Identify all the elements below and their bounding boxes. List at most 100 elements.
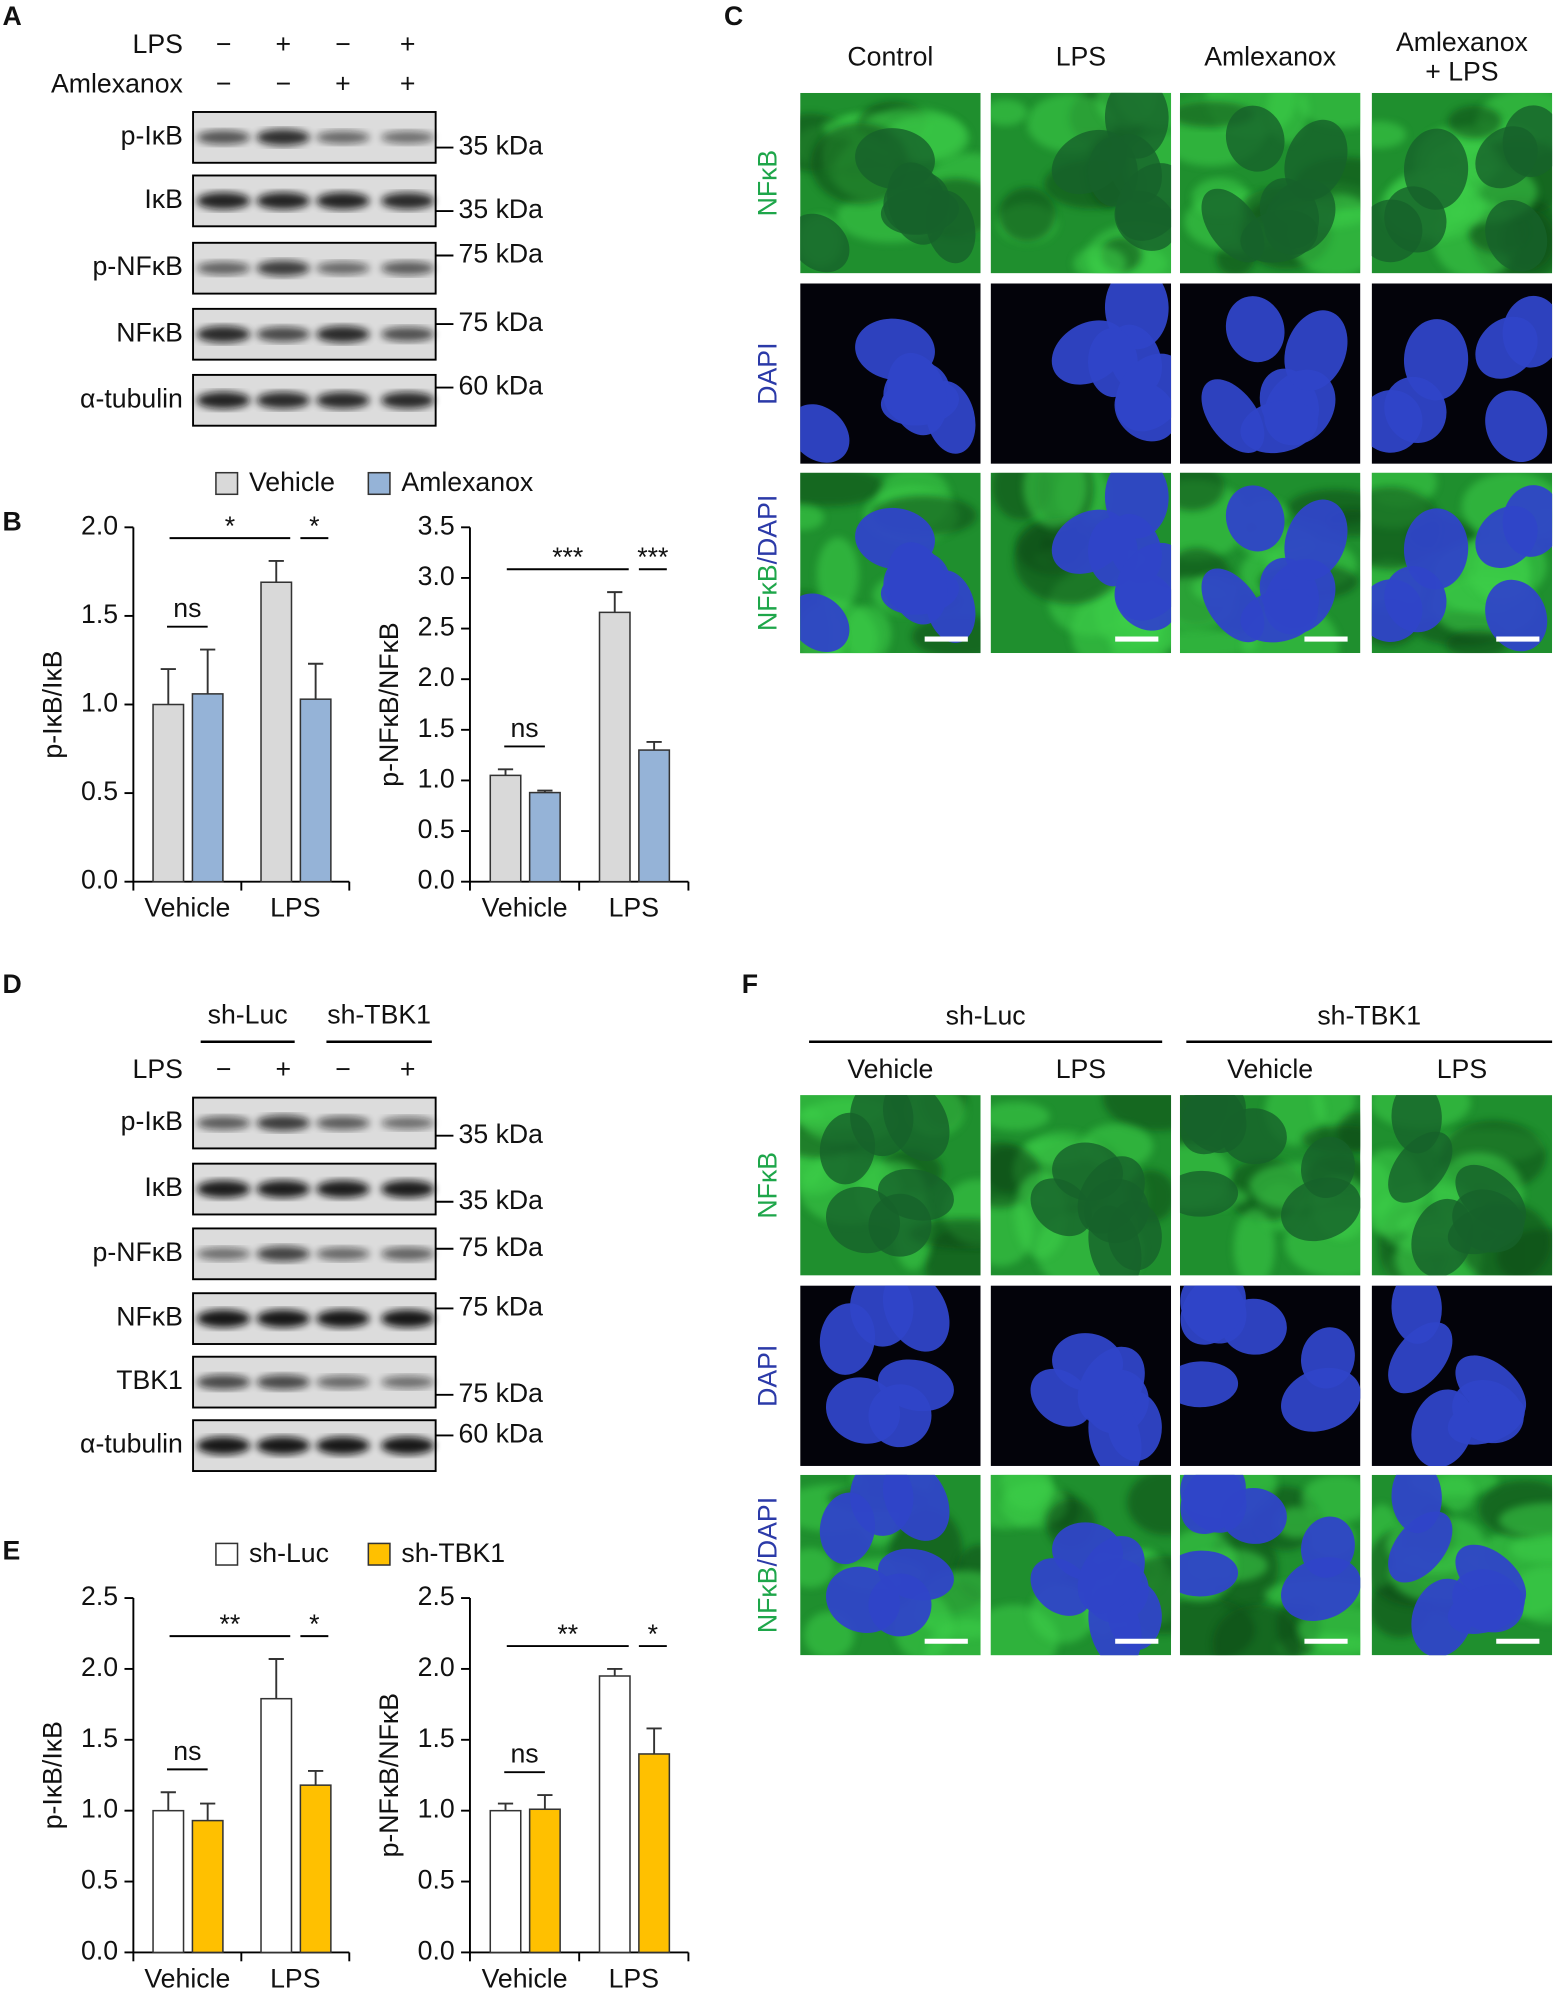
- nucleus: [1115, 542, 1172, 621]
- micrograph: [1179, 1285, 1361, 1466]
- marker-label: 75 kDa: [459, 1292, 544, 1322]
- y-tick-label: 0.5: [81, 1865, 118, 1895]
- cytoplasm: [800, 504, 825, 531]
- y-tick-label: 0.0: [81, 1935, 118, 1965]
- y-tick-label: 0.5: [418, 814, 455, 844]
- panel-letter: C: [724, 1, 743, 31]
- significance-label: *: [225, 511, 235, 541]
- bar: [299, 1784, 332, 1954]
- y-tick-label: 1.0: [418, 763, 455, 793]
- nucleus: [1225, 296, 1285, 363]
- marker-label: 35 kDa: [459, 194, 544, 224]
- nucleus: [800, 593, 850, 652]
- micrograph: [1371, 1095, 1553, 1276]
- cytoplasm: [816, 537, 859, 612]
- cytoplasm: [1301, 1474, 1361, 1523]
- error-bar: [200, 1802, 216, 1821]
- y-tick-label: 0.5: [418, 1865, 455, 1895]
- x-tick-label: Vehicle: [144, 893, 230, 923]
- blot-band: [381, 1180, 435, 1198]
- legend-label: Amlexanox: [401, 467, 534, 497]
- condition-sign: −: [216, 29, 232, 59]
- bar: [598, 1675, 631, 1954]
- column-label: LPS: [1056, 42, 1106, 72]
- column-label: Vehicle: [847, 1054, 933, 1084]
- micrograph: [1371, 92, 1553, 274]
- nucleus: [1284, 119, 1348, 201]
- nucleus: [1300, 1327, 1355, 1389]
- blot-row-label: NFκB: [116, 1302, 183, 1332]
- y-axis-label: p-NFκB/NFκB: [374, 622, 404, 786]
- row-label: NFκB/DAPI: [753, 1497, 783, 1633]
- blot-row-label: NFκB: [116, 317, 183, 347]
- micrograph: [1179, 472, 1361, 654]
- blot-band: [316, 1436, 370, 1455]
- blot-band: [256, 326, 310, 342]
- nucleus: [1388, 1131, 1453, 1203]
- cytoplasm: [1073, 246, 1127, 274]
- x-tick-label: Vehicle: [482, 1963, 568, 1992]
- micrograph: [1179, 92, 1361, 274]
- bar: [152, 1809, 185, 1954]
- blot-band: [256, 129, 310, 146]
- y-tick-label: 1.0: [81, 1794, 118, 1824]
- nucleus: [1384, 186, 1447, 253]
- error-bar: [308, 662, 324, 700]
- nucleus: [1485, 579, 1548, 652]
- nucleus: [1180, 1285, 1246, 1345]
- condition-sign: −: [216, 68, 232, 98]
- blot-band: [196, 1436, 251, 1455]
- bar: [489, 1809, 522, 1954]
- blot-band: [196, 261, 251, 275]
- nucleus: [1240, 400, 1318, 454]
- cytoplasm: [1297, 92, 1361, 129]
- y-tick-label: 0.0: [418, 1935, 455, 1965]
- column-label: Amlexanox: [1204, 42, 1337, 72]
- panel-letter: A: [3, 1, 22, 31]
- y-tick-label: 1.5: [81, 1723, 118, 1753]
- nucleus: [1391, 1285, 1442, 1344]
- error-bar: [160, 1791, 176, 1811]
- row-label: NFκB: [753, 150, 783, 217]
- bar: [191, 1819, 224, 1954]
- nucleus: [1179, 1170, 1239, 1217]
- condition-sign: +: [275, 29, 291, 59]
- significance-label: ***: [637, 542, 668, 572]
- cytoplasm: [1023, 472, 1088, 528]
- nucleus: [819, 1112, 876, 1185]
- bar: [489, 774, 522, 883]
- legend-swatch: [367, 471, 391, 496]
- micrograph: [800, 1474, 981, 1656]
- blot-row-label: α-tubulin: [80, 383, 183, 413]
- nucleus: [1384, 376, 1447, 444]
- nucleus: [1281, 1367, 1361, 1432]
- blot-row-label: p-IκB: [121, 1106, 183, 1136]
- nucleus: [819, 1303, 876, 1375]
- blot-band: [196, 192, 251, 210]
- blot-band: [381, 327, 435, 342]
- error-bar: [607, 591, 623, 613]
- nucleus: [1485, 390, 1548, 463]
- legend-label: sh-TBK1: [401, 1538, 505, 1568]
- condition-sign: +: [400, 68, 416, 98]
- nucleus: [1447, 1204, 1525, 1255]
- nucleus: [1115, 163, 1172, 241]
- legend-swatch: [215, 1542, 239, 1566]
- micrograph: [1179, 1095, 1361, 1276]
- blot-row-label: p-NFκB: [93, 251, 183, 281]
- row-label-part: /DAPI: [753, 1497, 783, 1567]
- micrograph: [1179, 283, 1361, 464]
- panel-letter: B: [3, 507, 22, 537]
- group-label: sh-Luc: [946, 1001, 1026, 1031]
- column-label: Vehicle: [1227, 1054, 1313, 1084]
- panel-letter: D: [3, 969, 22, 999]
- marker-label: 75 kDa: [459, 239, 544, 269]
- nucleus: [887, 542, 948, 625]
- micrograph: [990, 1285, 1172, 1466]
- nucleus: [1225, 105, 1285, 172]
- y-tick-label: 2.5: [418, 1581, 455, 1611]
- micrograph: [800, 283, 981, 464]
- significance-label: ns: [510, 713, 538, 743]
- nucleus: [1475, 126, 1538, 189]
- significance-label: ns: [510, 1739, 538, 1769]
